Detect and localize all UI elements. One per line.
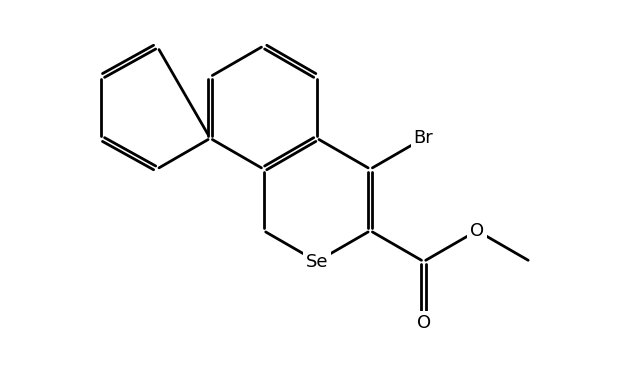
Text: Br: Br bbox=[413, 129, 433, 147]
Text: Se: Se bbox=[306, 252, 328, 270]
Text: O: O bbox=[417, 314, 431, 332]
Text: O: O bbox=[470, 222, 484, 240]
